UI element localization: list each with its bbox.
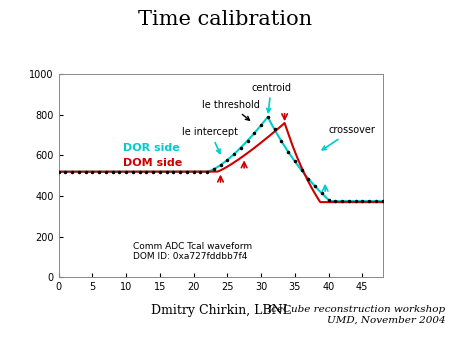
Text: le intercept: le intercept [182, 127, 238, 153]
Text: DOM side: DOM side [122, 158, 182, 168]
Text: centroid: centroid [251, 82, 291, 112]
Text: Dmitry Chirkin, LBNL: Dmitry Chirkin, LBNL [151, 304, 290, 317]
Text: le threshold: le threshold [202, 100, 260, 120]
Text: Comm ADC Tcal waveform
DOM ID: 0xa727fddbb7f4: Comm ADC Tcal waveform DOM ID: 0xa727fdd… [133, 242, 252, 261]
Text: DOR side: DOR side [122, 143, 180, 153]
Text: Time calibration: Time calibration [138, 10, 312, 29]
Text: IceCube reconstruction workshop
UMD, November 2004: IceCube reconstruction workshop UMD, Nov… [267, 305, 446, 324]
Text: crossover: crossover [322, 125, 375, 150]
